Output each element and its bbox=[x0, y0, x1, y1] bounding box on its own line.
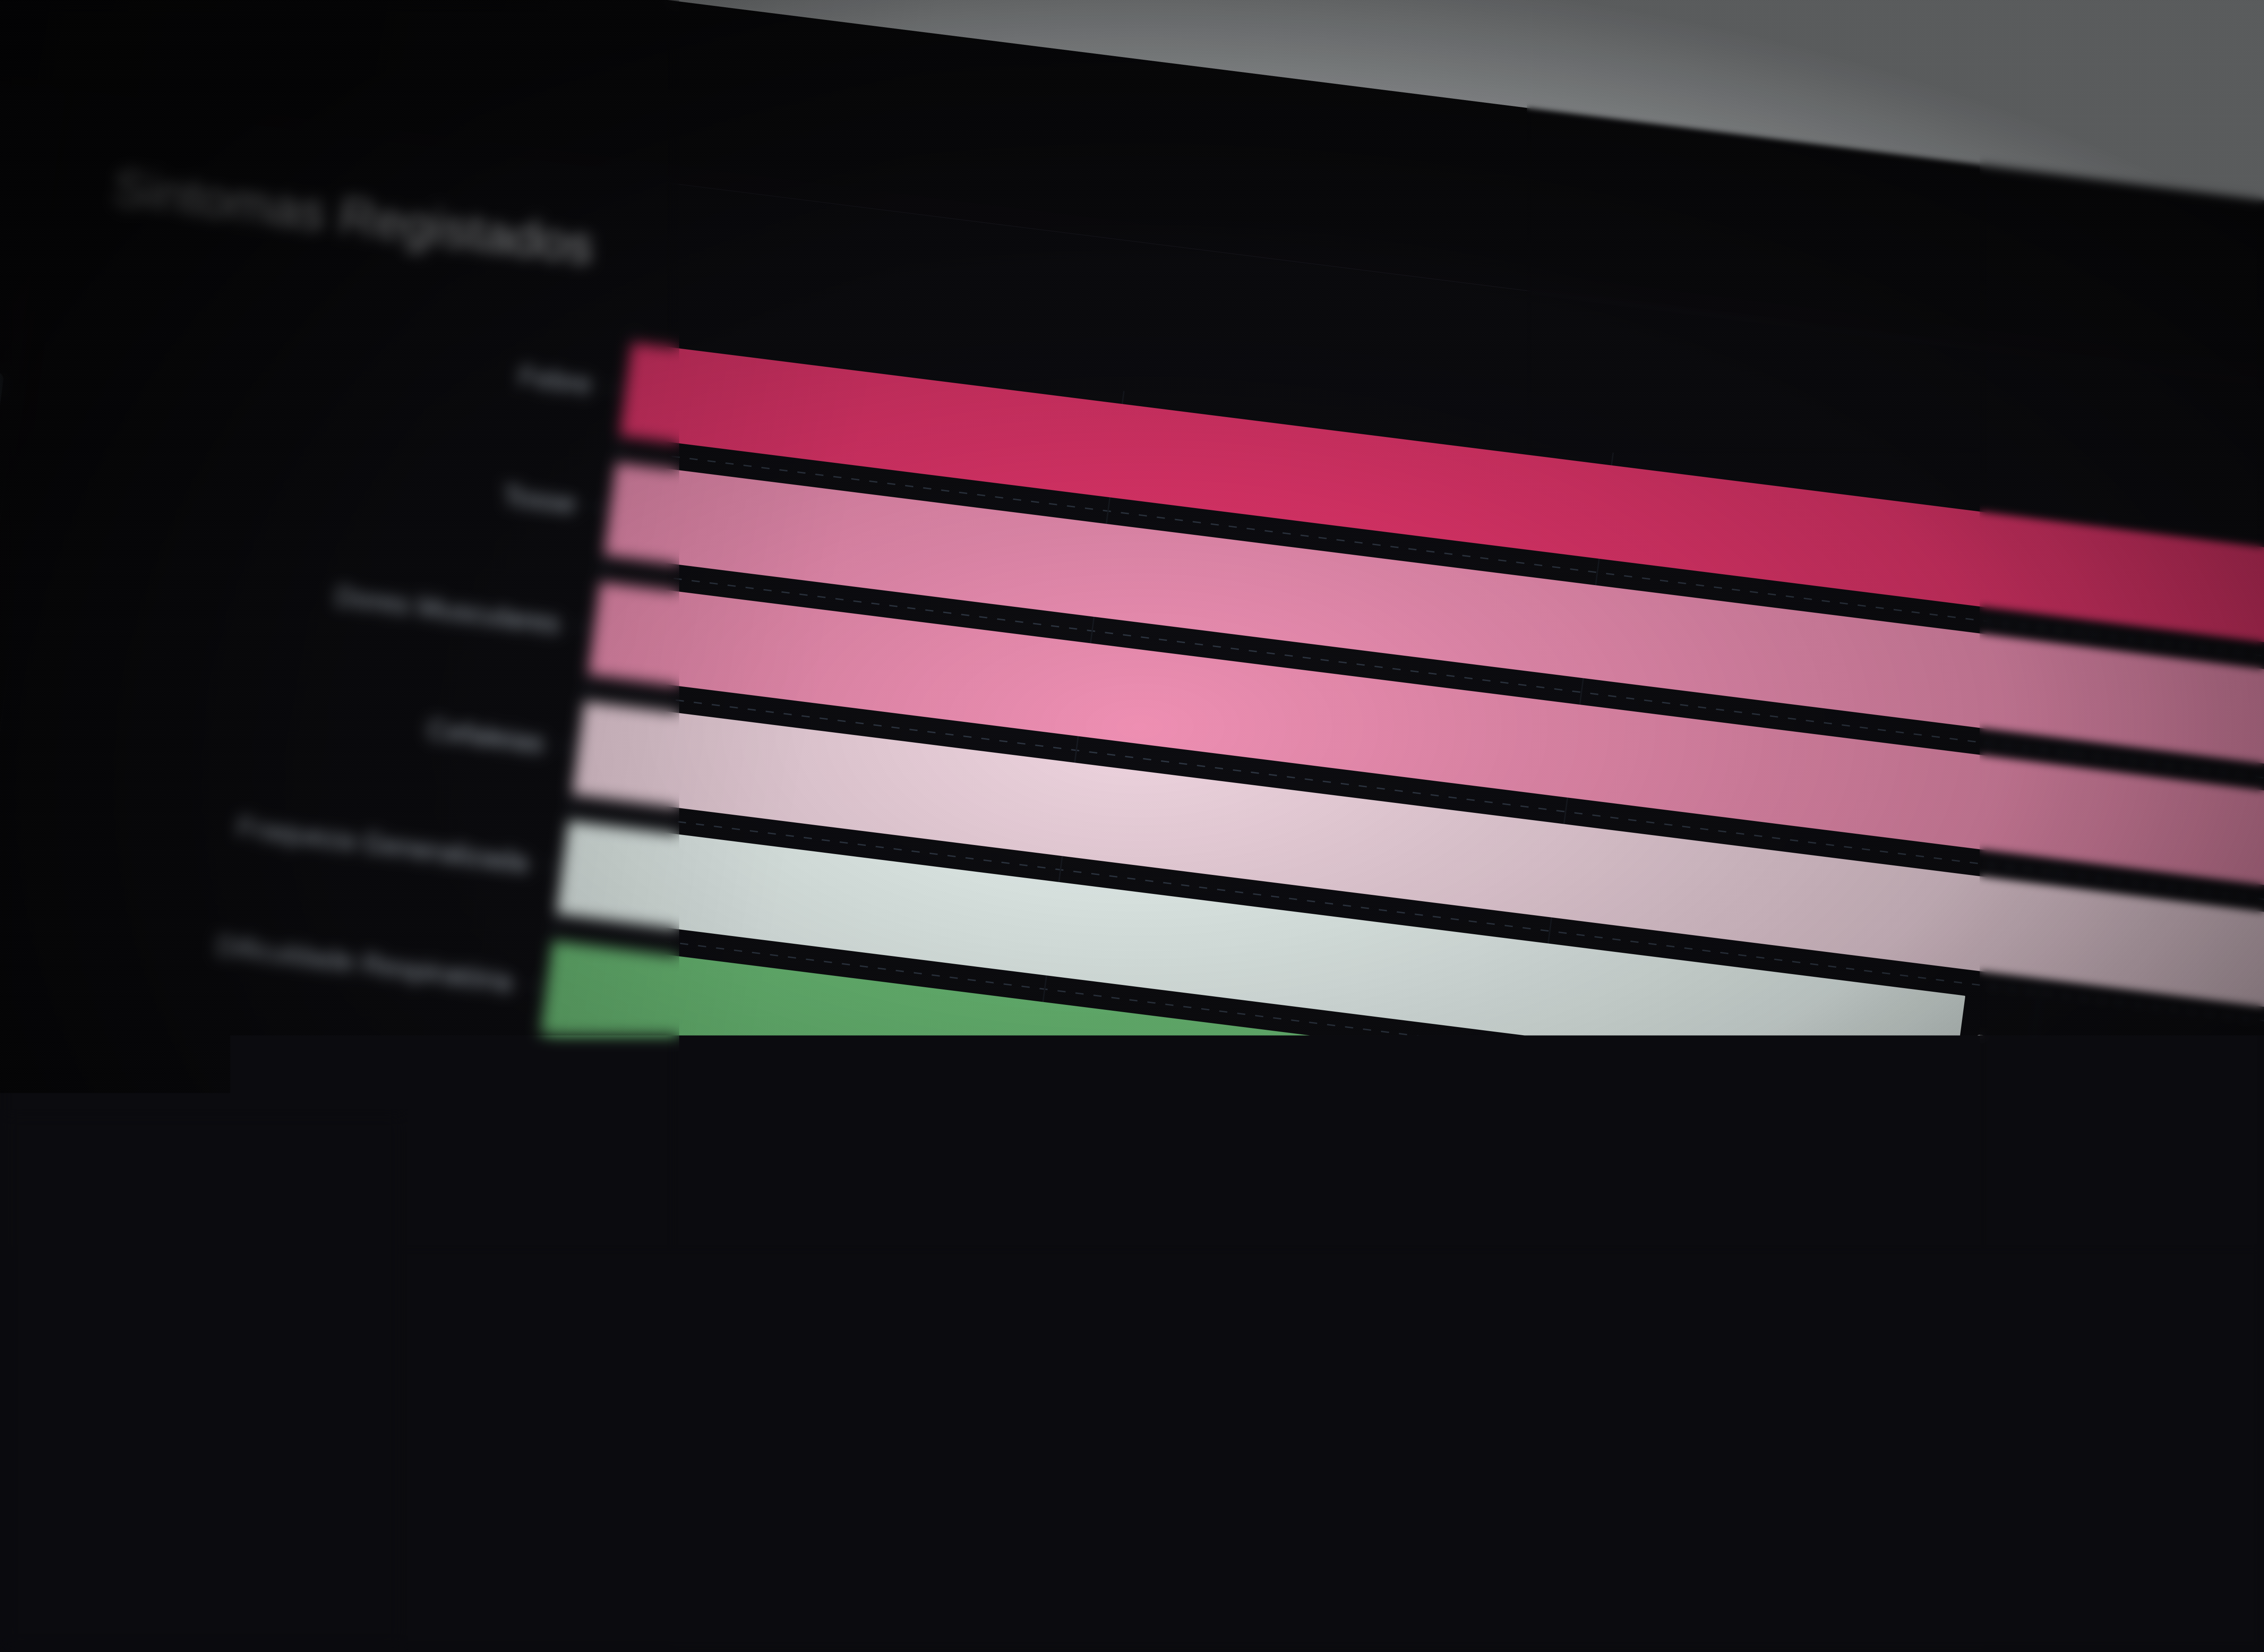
category-label: Outros bbox=[395, 1195, 483, 1238]
bar-value-label: 3,210 bbox=[1970, 1028, 2044, 1069]
axis-tick bbox=[542, 864, 560, 868]
sidebar-item-0[interactable]: o Gaia bbox=[0, 204, 15, 324]
axis-tick bbox=[557, 745, 576, 749]
dashboard-app: nados o Gaia bro Concelho o de Casos Sus… bbox=[0, 48, 2264, 1652]
photo-stage: nados o Gaia bro Concelho o de Casos Sus… bbox=[0, 0, 2264, 1652]
category-label: Tosse bbox=[501, 480, 578, 521]
main-content: Sintomas Registados Febre4,280Tosse4,094… bbox=[0, 88, 2264, 1652]
bar[interactable] bbox=[508, 1179, 799, 1307]
axis-tick bbox=[589, 506, 607, 509]
symptoms-card: Sintomas Registados Febre4,280Tosse4,094… bbox=[0, 109, 2264, 1652]
category-label: Dificuldade Respiratória bbox=[215, 930, 514, 999]
category-label: Dores Musculares bbox=[333, 580, 562, 640]
plot-area: Febre4,280Tosse4,094Dores Musculares4,32… bbox=[507, 329, 2264, 1531]
axis-tick bbox=[605, 386, 623, 390]
axis-tick bbox=[494, 1223, 512, 1226]
monitor-screen: nados o Gaia bro Concelho o de Casos Sus… bbox=[0, 0, 2264, 1652]
category-label: Anosmia bbox=[386, 1072, 499, 1118]
category-label: Fraqueza Generalizada bbox=[235, 811, 530, 879]
bar-value-label: 2,372 bbox=[1590, 1102, 1664, 1143]
sidebar-heading: nados bbox=[0, 119, 27, 184]
category-label: Cefaleias bbox=[426, 713, 546, 759]
axis-tick bbox=[526, 984, 544, 987]
symptoms-bar-chart: Febre4,280Tosse4,094Dores Musculares4,32… bbox=[0, 263, 2264, 1585]
bar-rows: Febre4,280Tosse4,094Dores Musculares4,32… bbox=[507, 329, 2264, 1531]
page-title: Sintomas Registados bbox=[110, 158, 597, 276]
axis-tick bbox=[573, 625, 591, 629]
category-label: Febre bbox=[517, 360, 594, 401]
axis-tick bbox=[510, 1103, 528, 1107]
